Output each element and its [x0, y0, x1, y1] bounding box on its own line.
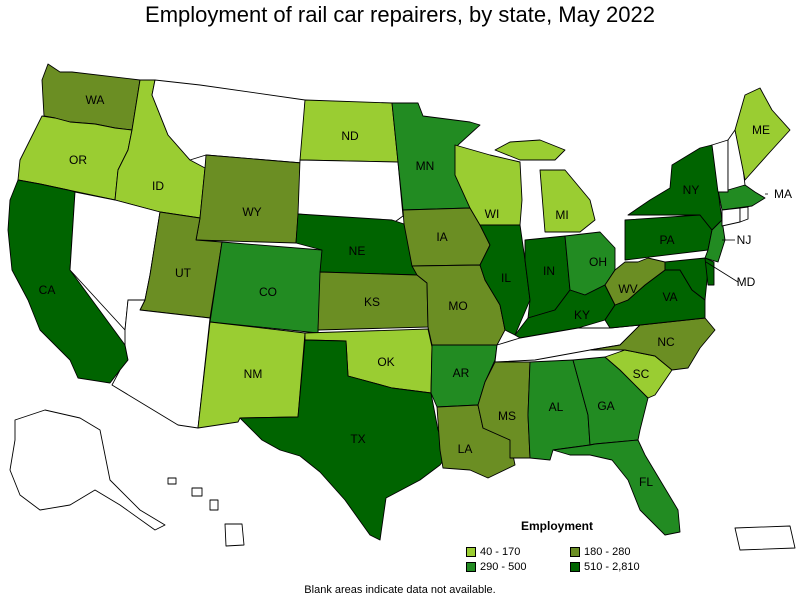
- state-label-md: MD: [737, 275, 756, 289]
- state-label-or: OR: [69, 153, 87, 167]
- state-mt: [151, 79, 306, 164]
- state-label-mo: MO: [448, 299, 467, 313]
- state-label-sc: SC: [633, 367, 650, 381]
- legend-swatch-3: [466, 562, 476, 572]
- state-label-fl: FL: [639, 475, 653, 489]
- state-ca: [7, 179, 129, 384]
- state-label-ms: MS: [498, 409, 516, 423]
- map-title: Employment of rail car repairers, by sta…: [145, 2, 655, 27]
- state-fl: [552, 439, 681, 536]
- state-mn: [391, 102, 481, 211]
- state-tx: [239, 339, 449, 541]
- state-label-pa: PA: [659, 233, 674, 247]
- state-label-ut: UT: [175, 266, 192, 280]
- state-label-ar: AR: [453, 366, 470, 380]
- small-state-callouts: [705, 193, 768, 283]
- state-label-ne: NE: [349, 244, 366, 258]
- state-label-mi: MI: [555, 208, 568, 222]
- state-label-nm: NM: [244, 367, 263, 381]
- state-label-ia: IA: [436, 230, 447, 244]
- state-vt: [711, 139, 729, 193]
- legend-item-3: 290 - 500: [466, 561, 526, 573]
- legend-item-2: 180 - 280: [570, 546, 630, 558]
- legend-swatch-1: [466, 547, 476, 557]
- state-label-in: IN: [543, 264, 555, 278]
- footnote: Blank areas indicate data not available.: [304, 584, 496, 596]
- legend-item-1: 40 - 170: [466, 546, 520, 558]
- state-ak: [9, 409, 166, 531]
- state-label-co: CO: [259, 285, 277, 299]
- state-label-ca: CA: [39, 283, 56, 297]
- state-label-wv: WV: [618, 282, 637, 296]
- legend-item-4: 510 - 2,810: [570, 561, 640, 573]
- state-nc: [589, 317, 716, 371]
- state-ri: [739, 206, 749, 223]
- state-label-nj: NJ: [737, 233, 752, 247]
- legend-swatch-4: [570, 562, 580, 572]
- state-label-ny: NY: [683, 183, 700, 197]
- state-label-nc: NC: [657, 335, 675, 349]
- state-label-wi: WI: [485, 207, 500, 221]
- legend-label-1: 40 - 170: [480, 546, 521, 558]
- state-mi: [494, 139, 596, 233]
- state-pr: [734, 525, 796, 551]
- legend-title: Employment: [521, 519, 594, 533]
- state-ct: [721, 207, 741, 227]
- state-label-il: IL: [501, 271, 511, 285]
- state-sd: [297, 159, 404, 225]
- state-label-ks: KS: [364, 295, 380, 309]
- state-label-tx: TX: [350, 432, 365, 446]
- legend-label-4: 510 - 2,810: [584, 561, 640, 573]
- state-label-oh: OH: [589, 255, 607, 269]
- state-il: [479, 224, 531, 336]
- state-label-me: ME: [752, 123, 770, 137]
- state-label-ok: OK: [377, 355, 394, 369]
- legend-label-3: 290 - 500: [480, 561, 527, 573]
- state-label-mn: MN: [416, 159, 435, 173]
- legend-label-2: 180 - 280: [584, 546, 631, 558]
- state-wy: [195, 154, 303, 244]
- state-label-id: ID: [152, 179, 164, 193]
- state-az: [111, 299, 211, 429]
- state-label-wy: WY: [242, 205, 261, 219]
- legend-swatch-2: [570, 547, 580, 557]
- state-me: [734, 87, 791, 181]
- state-de: [704, 257, 715, 286]
- state-label-ma: MA: [774, 187, 792, 201]
- state-label-nd: ND: [341, 129, 359, 143]
- state-hi: [167, 477, 245, 547]
- state-label-va: VA: [662, 290, 677, 304]
- state-label-ga: GA: [597, 399, 614, 413]
- state-label-la: LA: [458, 442, 473, 456]
- state-label-ky: KY: [574, 308, 590, 322]
- state-label-wa: WA: [86, 93, 105, 107]
- state-label-al: AL: [549, 400, 564, 414]
- callout-line-md: [705, 261, 739, 283]
